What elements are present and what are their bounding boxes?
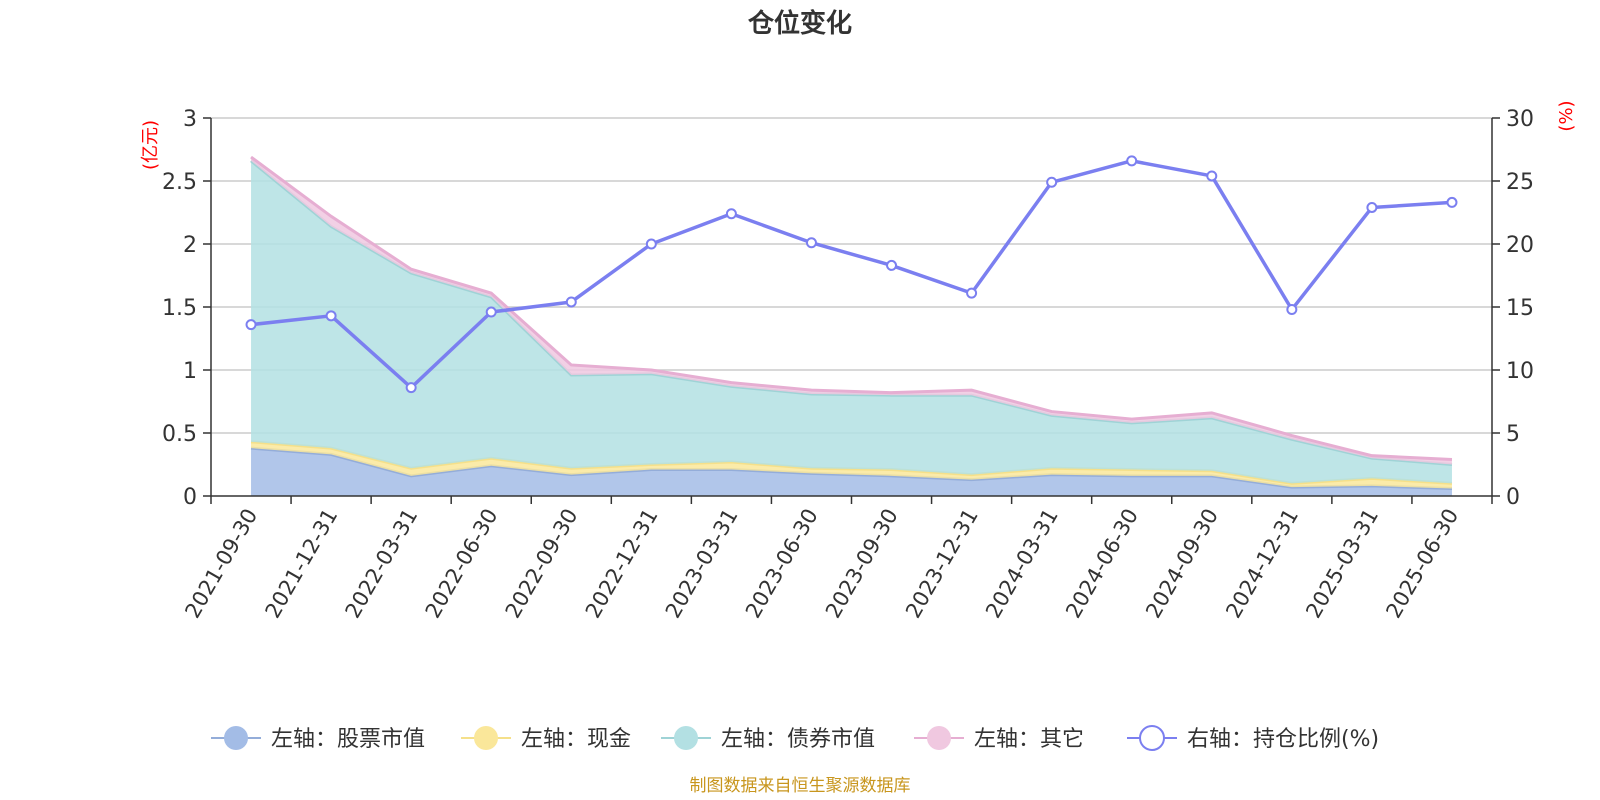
ratio-point <box>1286 304 1298 316</box>
area-series-1 <box>251 448 1452 496</box>
ratio-line <box>250 159 1453 390</box>
x-tick-label: 2025-03-31 <box>1301 505 1383 623</box>
ratio-point <box>966 287 978 299</box>
y-right-tick-label: 0 <box>1506 485 1520 510</box>
legend-marker <box>1139 725 1165 751</box>
ratio-point <box>805 237 817 249</box>
legend-label: 左轴：其它 <box>974 727 1084 752</box>
y-left-tick-label: 1.5 <box>162 296 197 321</box>
x-tick-label: 2022-09-30 <box>501 505 583 623</box>
y-left-tick-label: 3 <box>183 107 197 132</box>
legend: 左轴：股票市值 左轴：现金 左轴：债券市值 左轴：其它 右轴：持仓比例(%) <box>211 725 1379 752</box>
x-tick-label: 2023-09-30 <box>821 505 903 623</box>
ratio-point <box>1446 196 1458 208</box>
area-edge-series-4 <box>250 155 1453 461</box>
ratio-point <box>565 296 577 308</box>
y-right-tick-label: 15 <box>1506 296 1534 321</box>
stacked-areas <box>250 155 1453 496</box>
legend-marker <box>474 726 498 750</box>
x-tick-label: 2024-09-30 <box>1141 505 1223 623</box>
y-right-tick-label: 10 <box>1506 359 1534 384</box>
x-tick-label: 2024-03-31 <box>981 505 1063 623</box>
x-tick-label: 2023-12-31 <box>901 505 983 623</box>
ratio-point <box>645 238 657 250</box>
y-left-axis: 0 0.5 1 1.5 2 2.5 3 <box>162 107 211 510</box>
legend-label: 右轴：持仓比例(%) <box>1187 727 1379 752</box>
x-tick-label: 2021-09-30 <box>180 505 262 623</box>
y-left-tick-label: 2.5 <box>162 170 197 195</box>
x-tick-label: 2021-12-31 <box>261 505 343 623</box>
ratio-point <box>1126 155 1138 167</box>
y-right-unit: (%) <box>1556 100 1577 131</box>
legend-label: 左轴：股票市值 <box>271 727 425 752</box>
x-tick-label: 2022-12-31 <box>581 505 663 623</box>
y-left-tick-label: 2 <box>183 233 197 258</box>
area-series-3 <box>251 160 1452 484</box>
y-right-tick-label: 20 <box>1506 233 1534 258</box>
ratio-line-series <box>245 155 1458 394</box>
ratio-point <box>1206 170 1218 182</box>
chart-title: 仓位变化 <box>747 8 852 39</box>
ratio-point <box>325 310 337 322</box>
legend-label: 左轴：债券市值 <box>721 727 875 752</box>
y-right-axis: 0 5 10 15 20 25 30 <box>1492 107 1534 510</box>
x-tick-label: 2023-03-31 <box>661 505 743 623</box>
y-right-tick-label: 30 <box>1506 107 1534 132</box>
ratio-point <box>1366 201 1378 213</box>
x-axis: 2021-09-302021-12-312022-03-312022-06-30… <box>180 496 1493 623</box>
legend-label: 左轴：现金 <box>521 727 631 752</box>
y-left-tick-label: 0 <box>183 485 197 510</box>
legend-item-4: 左轴：其它 <box>914 726 1084 752</box>
legend-marker <box>224 726 248 750</box>
x-tick-label: 2024-06-30 <box>1061 505 1143 623</box>
x-tick-label: 2025-06-30 <box>1381 505 1463 623</box>
source-note: 制图数据来自恒生聚源数据库 <box>690 776 911 796</box>
legend-item-1: 左轴：股票市值 <box>211 726 425 752</box>
legend-marker <box>927 726 951 750</box>
x-tick-label: 2024-12-31 <box>1221 505 1303 623</box>
ratio-point <box>725 208 737 220</box>
area-series-2 <box>251 441 1452 489</box>
y-left-tick-label: 1 <box>183 359 197 384</box>
y-left-tick-label: 0.5 <box>162 422 197 447</box>
legend-item-2: 左轴：现金 <box>461 726 631 752</box>
legend-marker <box>674 726 698 750</box>
legend-item-3: 左轴：债券市值 <box>661 726 875 752</box>
x-tick-label: 2022-03-31 <box>341 505 423 623</box>
ratio-point <box>886 259 898 271</box>
ratio-point <box>1046 176 1058 188</box>
ratio-point <box>485 306 497 318</box>
ratio-point <box>405 382 417 394</box>
x-tick-label: 2022-06-30 <box>421 505 503 623</box>
y-right-tick-label: 5 <box>1506 422 1520 447</box>
y-right-tick-label: 25 <box>1506 170 1534 195</box>
x-tick-label: 2023-06-30 <box>741 505 823 623</box>
legend-item-5: 右轴：持仓比例(%) <box>1127 725 1379 752</box>
y-left-unit: (亿元) <box>140 120 161 170</box>
ratio-point <box>245 319 257 331</box>
